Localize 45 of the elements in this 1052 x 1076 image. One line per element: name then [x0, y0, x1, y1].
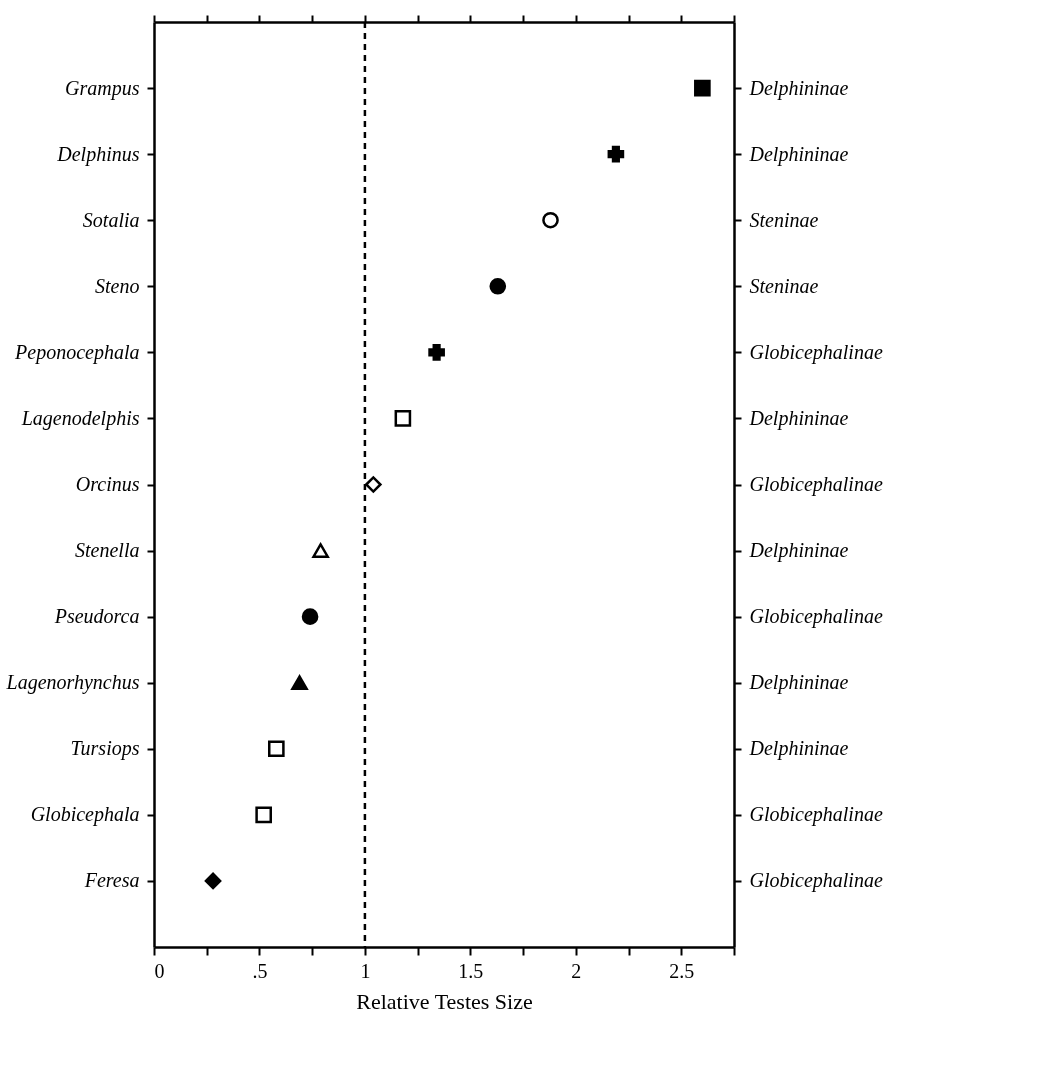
y2-tick-label: Globicephalinae	[749, 605, 883, 629]
y-tick-label: Sotalia	[82, 208, 140, 231]
x-tick-label: 0	[154, 959, 165, 982]
point	[255, 806, 272, 824]
y-tick-label: Grampus	[65, 76, 140, 100]
point	[489, 277, 507, 295]
y2-tick-label: Globicephalinae	[749, 473, 883, 496]
y-tick-label: Pseudorca	[53, 605, 140, 628]
y-tick-label: Stenella	[75, 539, 140, 562]
y2-tick-label: Globicephalinae	[749, 869, 883, 893]
x-tick-label: 2.5	[669, 959, 695, 982]
y2-tick-label: Delphininae	[748, 671, 849, 695]
y-tick-label: Globicephala	[30, 803, 140, 827]
y2-tick-label: Delphininae	[748, 76, 849, 100]
point	[291, 675, 308, 691]
point	[694, 79, 711, 97]
point	[204, 872, 222, 890]
y-tick-label: Lagenorhynchus	[5, 671, 140, 695]
point	[428, 344, 445, 361]
point	[268, 740, 285, 758]
x-tick-label: 1.5	[458, 959, 484, 982]
x-tick-label: 2	[571, 959, 582, 982]
x-axis-title: Relative Testes Size	[356, 988, 533, 1014]
y-tick-label: Peponocephala	[14, 340, 140, 364]
y2-tick-label: Delphininae	[748, 737, 849, 761]
point	[394, 410, 412, 427]
y-tick-label: Delphinus	[56, 142, 140, 166]
y-tick-label: Orcinus	[75, 473, 140, 495]
y-tick-label: Lagenodelphis	[20, 406, 140, 430]
point	[365, 476, 382, 493]
y2-tick-label: Steninae	[749, 274, 819, 297]
y-tick-label: Steno	[95, 274, 140, 297]
y2-tick-label: Delphininae	[748, 142, 849, 166]
y2-tick-label: Delphininae	[748, 539, 849, 563]
x-tick-label: .5	[252, 959, 268, 982]
y2-tick-label: Globicephalinae	[749, 803, 883, 827]
y2-tick-label: Delphininae	[748, 406, 849, 430]
x-tick-label: 1	[360, 959, 371, 982]
y2-tick-label: Globicephalinae	[749, 340, 883, 364]
point	[301, 608, 319, 625]
y-tick-label: Feresa	[83, 869, 140, 892]
point	[542, 211, 559, 229]
y2-tick-label: Steninae	[749, 208, 819, 231]
point	[607, 145, 625, 163]
y-tick-label: Tursiops	[70, 737, 140, 761]
